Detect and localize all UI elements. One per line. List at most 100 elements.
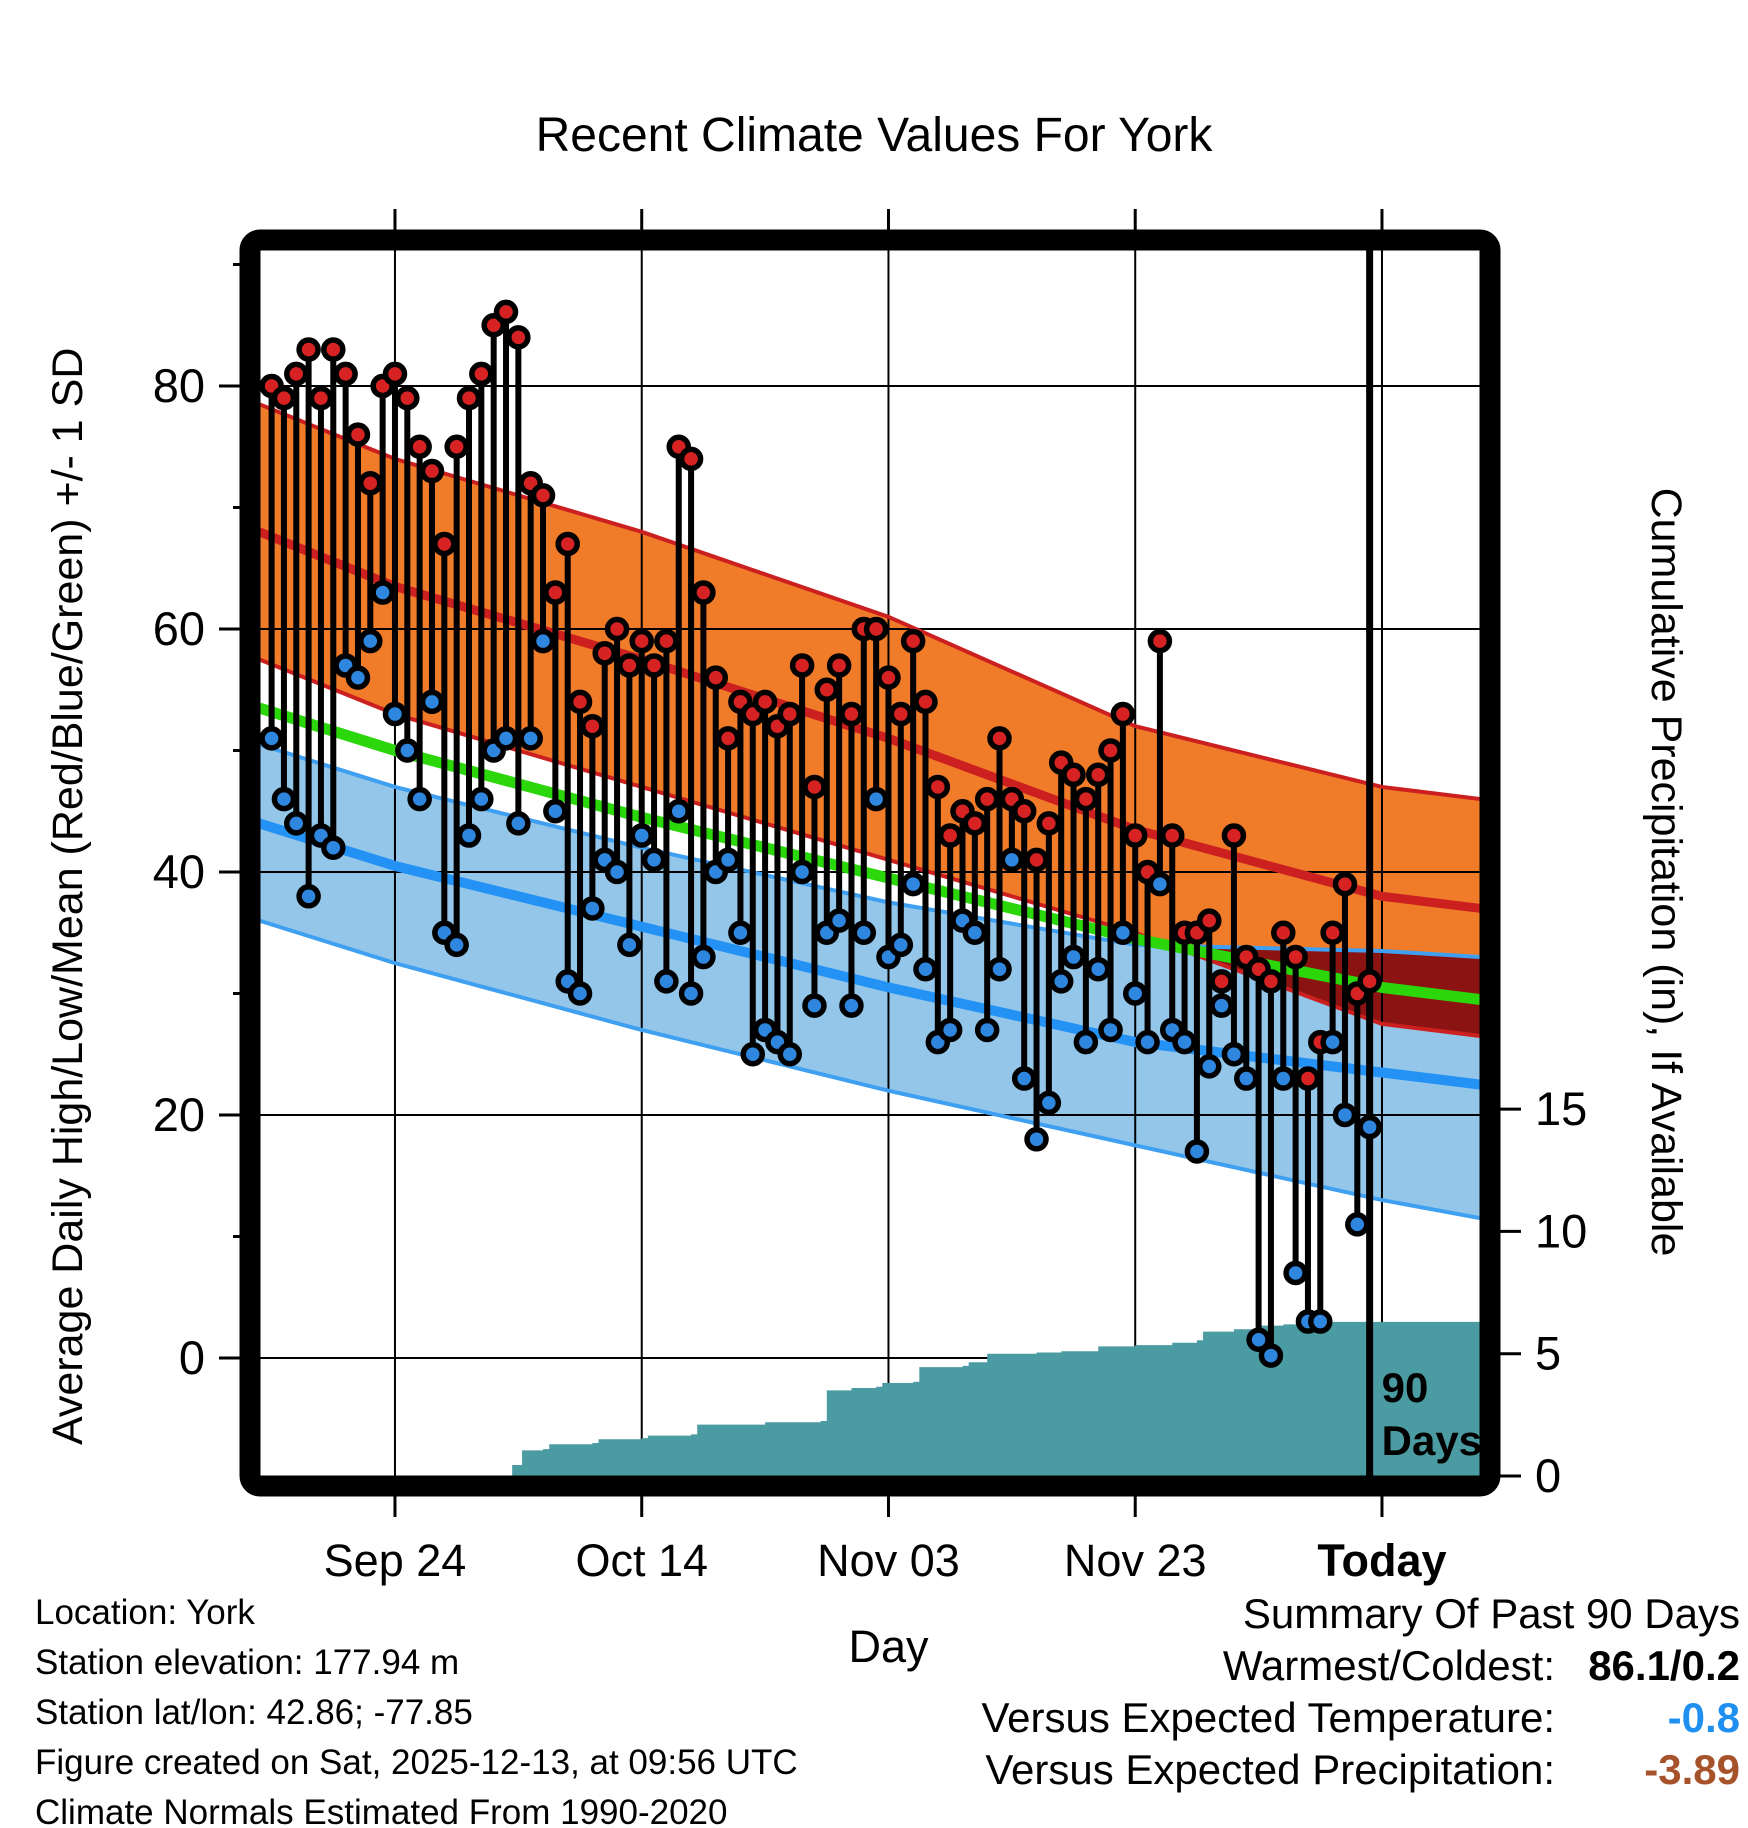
- daily-high-dot: [382, 361, 408, 387]
- svg-text:Oct 14: Oct 14: [575, 1535, 708, 1586]
- daily-high-dot: [752, 689, 778, 715]
- daily-low-dot: [543, 799, 568, 824]
- daily-high-dot: [641, 653, 667, 678]
- daily-bar: [814, 677, 840, 945]
- svg-text:60: 60: [153, 602, 205, 655]
- daily-bar: [1061, 762, 1086, 970]
- daily-low-dot: [271, 786, 297, 812]
- daily-low-dot: [444, 932, 469, 958]
- daily-high-dot: [1098, 738, 1123, 763]
- daily-high-dot: [925, 774, 951, 800]
- daily-low-dot: [260, 726, 284, 751]
- daily-low-dot: [863, 786, 889, 812]
- summary-value-vs-precipitation: -3.89: [1644, 1746, 1740, 1793]
- daily-high-dot: [407, 434, 432, 459]
- daily-high-dot: [937, 823, 963, 848]
- summary-label: Versus Expected Temperature:: [981, 1694, 1555, 1741]
- daily-high-dot: [678, 446, 704, 472]
- svg-text:Nov 03: Nov 03: [817, 1535, 960, 1586]
- daily-high-dot: [1122, 823, 1148, 848]
- daily-high-dot: [333, 361, 358, 387]
- daily-bar: [1184, 920, 1210, 1164]
- daily-high-dot: [271, 385, 297, 411]
- daily-low-dot: [900, 871, 926, 897]
- daily-high-dot: [1197, 908, 1222, 933]
- svg-text:Cumulative Precipitation (in),: Cumulative Precipitation (in), If Availa…: [1642, 488, 1690, 1257]
- svg-text:20: 20: [153, 1088, 205, 1141]
- daily-high-dot: [469, 361, 494, 387]
- svg-text:0: 0: [1535, 1449, 1561, 1502]
- daily-low-dot: [395, 738, 420, 763]
- daily-bar: [1110, 701, 1136, 945]
- daily-bar: [358, 470, 383, 654]
- daily-bar: [1098, 738, 1123, 1043]
- daily-high-dot: [395, 385, 420, 411]
- daily-low-dot: [1258, 1343, 1284, 1368]
- daily-high-dot: [1295, 1066, 1321, 1091]
- daily-bar: [567, 689, 593, 1006]
- daily-low-dot: [370, 580, 395, 605]
- daily-low-dot: [1098, 1017, 1123, 1043]
- daily-bar: [1308, 1029, 1333, 1334]
- daily-high-dot: [1024, 847, 1049, 873]
- daily-bar: [1271, 920, 1296, 1091]
- daily-low-dot: [678, 981, 704, 1006]
- daily-bar: [863, 616, 889, 812]
- daily-low-dot: [913, 956, 938, 982]
- daily-low-dot: [1357, 1114, 1382, 1140]
- daily-high-dot: [802, 774, 827, 800]
- daily-bar: [987, 726, 1012, 982]
- daily-low-dot: [580, 896, 605, 921]
- summary-row-vs-temperature: Versus Expected Temperature: -0.8: [981, 1692, 1740, 1744]
- station-info-line: Climate Normals Estimated From 1990-2020: [35, 1793, 728, 1828]
- daily-low-dot: [839, 993, 864, 1018]
- daily-high-dot: [1085, 762, 1111, 788]
- daily-high-dot: [1221, 823, 1247, 848]
- axis-ticks-labels: 0 20 40 60 80 0 5 10 15 Sep 24 Oct 14 Nov 03 Nov 23 T…: [44, 209, 1690, 1672]
- daily-high-dot: [296, 337, 321, 362]
- daily-high-dot: [358, 470, 383, 496]
- daily-bar: [419, 458, 445, 715]
- svg-text:Nov 23: Nov 23: [1064, 1535, 1207, 1586]
- summary-row-vs-precipitation: Versus Expected Precipitation: -3.89: [981, 1744, 1740, 1796]
- daily-bar: [1048, 750, 1074, 994]
- svg-text:15: 15: [1535, 1082, 1587, 1135]
- daily-high-dot: [308, 385, 334, 411]
- daily-high-dot: [1147, 628, 1173, 654]
- daily-high-dot: [826, 653, 852, 678]
- daily-high-dot: [456, 385, 482, 411]
- daily-bar: [382, 361, 408, 727]
- daily-low-dot: [1011, 1066, 1037, 1091]
- daily-high-dot: [617, 653, 642, 678]
- daily-bar: [407, 434, 432, 812]
- svg-text:10: 10: [1535, 1204, 1587, 1257]
- daily-high-dot: [1258, 969, 1284, 994]
- svg-text:80: 80: [153, 359, 205, 412]
- daily-bar: [1122, 823, 1148, 1006]
- daily-bar: [937, 823, 963, 1043]
- summary-row-warmest-coldest: Warmest/Coldest: 86.1/0.2: [981, 1640, 1740, 1692]
- daily-bar: [1159, 823, 1185, 1043]
- daily-high-dot: [629, 628, 654, 654]
- station-info-line: Figure created on Sat, 2025-12-13, at 09…: [35, 1743, 798, 1782]
- daily-high-dot: [321, 337, 346, 362]
- daily-bar: [580, 713, 605, 921]
- daily-high-dot: [1320, 920, 1345, 945]
- summary-label: Warmest/Coldest:: [1222, 1642, 1555, 1689]
- svg-text:Sep 24: Sep 24: [324, 1535, 467, 1586]
- daily-low-dot: [345, 665, 371, 690]
- station-info-line: Station elevation: 177.94 m: [35, 1643, 460, 1682]
- daily-low-dot: [666, 799, 691, 824]
- daily-low-dot: [1320, 1029, 1345, 1055]
- daily-high-dot: [419, 458, 445, 484]
- daily-low-dot: [740, 1042, 766, 1067]
- summary-title: Summary Of Past 90 Days: [1242, 1590, 1740, 1637]
- daily-high-dot: [1011, 799, 1037, 824]
- daily-high-dot: [432, 531, 457, 557]
- daily-low-dot: [974, 1017, 1000, 1043]
- daily-low-dot: [826, 908, 852, 933]
- daily-low-dot: [518, 726, 543, 751]
- daily-high-dot: [876, 665, 901, 690]
- daily-high-dot: [1283, 944, 1308, 970]
